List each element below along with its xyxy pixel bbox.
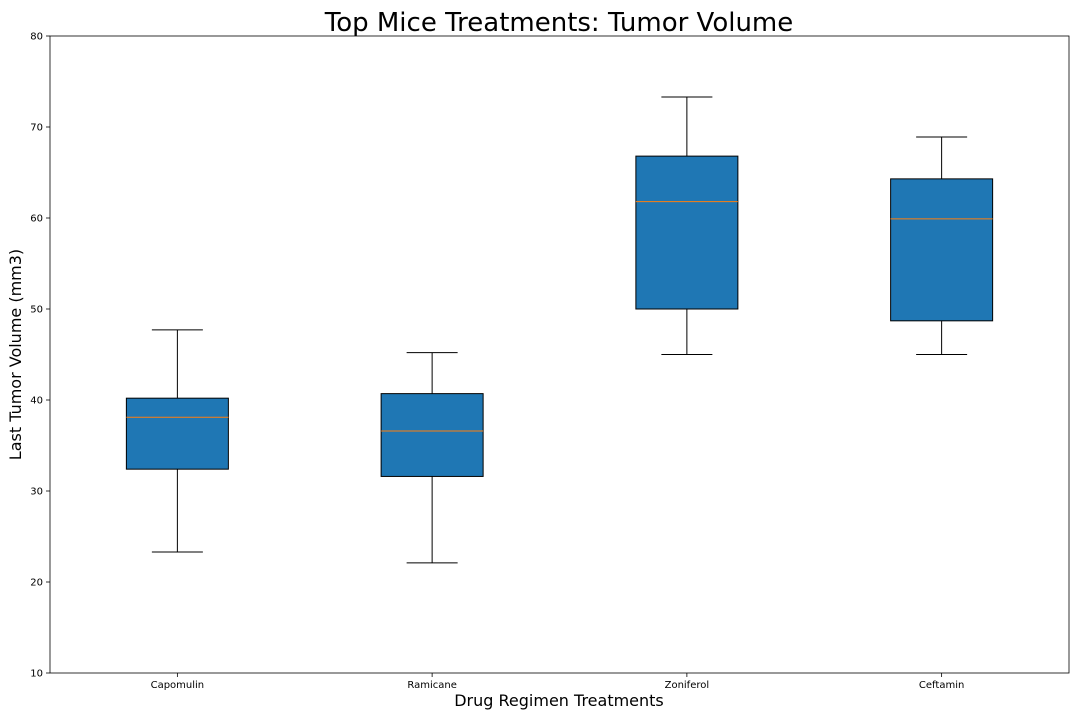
y-tick-label: 70: [30, 123, 43, 134]
box-zoniferol: [635, 96, 739, 355]
x-tick-label: Ramicane: [407, 680, 457, 691]
box-ceftamin: [890, 136, 994, 355]
x-tick-label: Ceftamin: [919, 680, 964, 691]
plot-area: [50, 36, 1069, 673]
y-tick-label: 30: [30, 487, 43, 498]
iqr-box: [125, 397, 229, 470]
y-tick-label: 60: [30, 214, 43, 225]
y-tick-label: 20: [30, 578, 43, 589]
iqr-box: [890, 178, 994, 322]
y-tick-label: 40: [30, 396, 43, 407]
iqr-box: [635, 155, 739, 310]
y-tick-label: 80: [30, 32, 43, 43]
iqr-box: [380, 393, 484, 477]
y-axis-label: Last Tumor Volume (mm3): [6, 249, 25, 460]
y-tick-label: 50: [30, 305, 43, 316]
box-series: [125, 96, 994, 564]
box-ramicane: [380, 352, 484, 564]
x-axis-label: Drug Regimen Treatments: [454, 691, 664, 710]
x-tick-label: Capomulin: [151, 680, 205, 691]
y-tick-label: 10: [30, 669, 43, 680]
x-axis: Capomulin Ramicane Zoniferol Ceftamin: [151, 673, 964, 691]
plot-frame: [49, 35, 1070, 674]
x-tick-label: Zoniferol: [665, 680, 710, 691]
chart-title: Top Mice Treatments: Tumor Volume: [324, 8, 794, 38]
y-axis: 10 20 30 40 50 60 70 80: [30, 32, 50, 680]
box-capomulin: [125, 329, 229, 553]
